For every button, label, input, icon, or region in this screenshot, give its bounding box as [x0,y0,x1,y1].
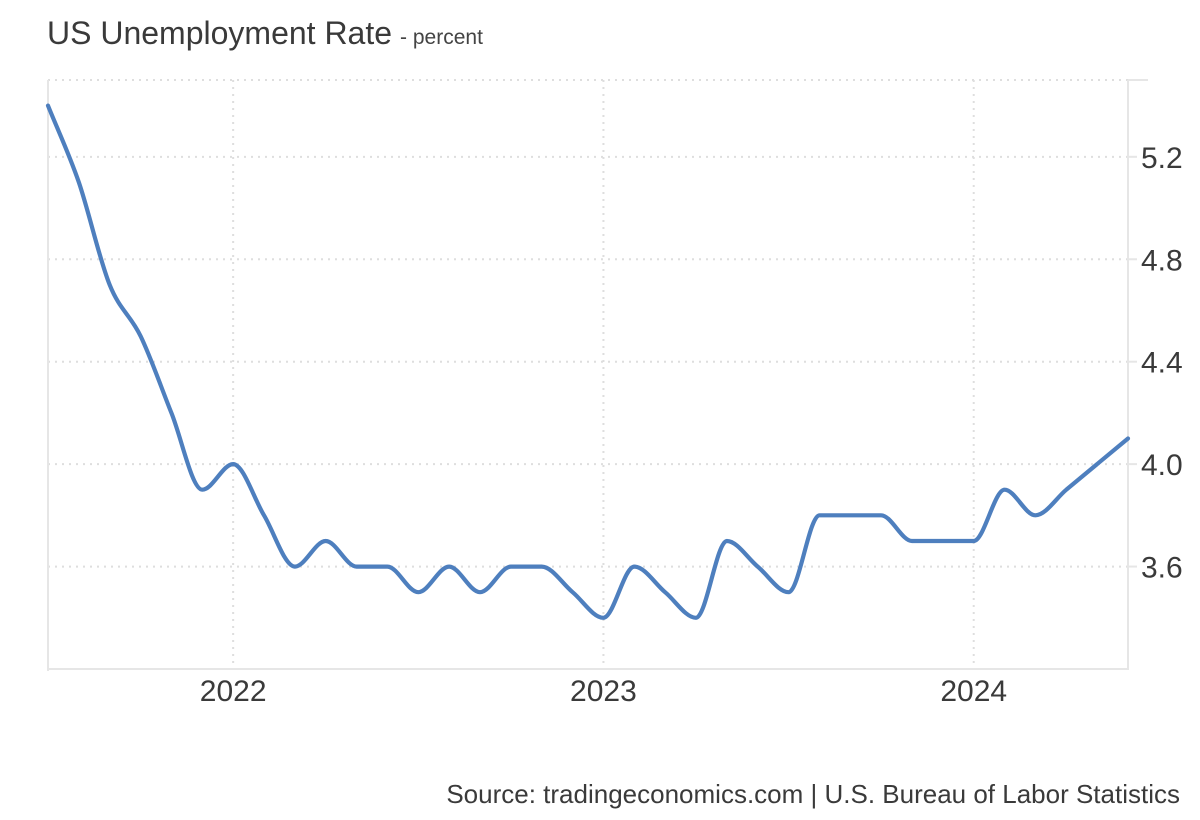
y-tick-label: 4.4 [1141,347,1183,380]
x-tick-label: 2023 [570,675,637,708]
y-tick-label: 5.2 [1141,142,1183,175]
chart-subtitle: - percent [400,26,483,49]
chart-header: US Unemployment Rate - percent [47,14,483,52]
data-line [45,103,1131,620]
chart-title: US Unemployment Rate [47,15,393,51]
y-tick-label: 3.6 [1141,552,1183,585]
x-tick-label: 2022 [200,675,267,708]
source-attribution: Source: tradingeconomics.com | U.S. Bure… [446,779,1180,809]
x-tick-label: 2024 [940,675,1007,708]
y-tick-label: 4.0 [1141,449,1183,482]
y-tick-label: 4.8 [1141,244,1183,277]
line-chart: 3.6 4.0 4.4 4.8 5.2 2022 2023 2024 [45,79,1183,708]
